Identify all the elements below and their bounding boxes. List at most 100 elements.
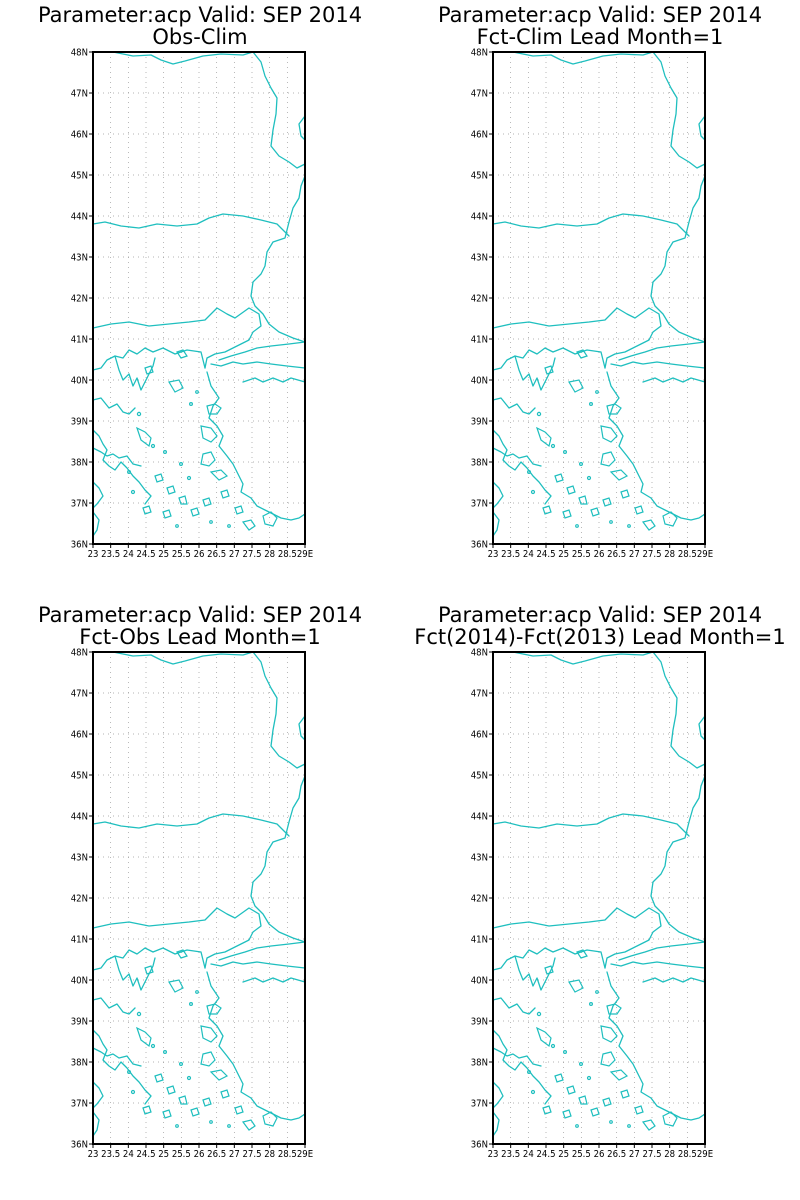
- panel-title-line1: Parameter:acp Valid: SEP 2014: [38, 603, 362, 627]
- lat-tick-label: 41N: [471, 335, 488, 346]
- lat-tick-label: 39N: [71, 1017, 88, 1028]
- lon-tick-label: 25: [158, 549, 169, 560]
- lat-tick-label: 36N: [471, 540, 488, 551]
- map-plot-area: 36N 37N 38N 39N 40N 41N 42N 43N 44N 45N 46N 47N 48N 2…: [71, 48, 313, 561]
- lat-tick-label: 38N: [471, 1058, 488, 1069]
- lon-tick-label: 25: [158, 1149, 169, 1160]
- lon-tick-label: 26: [594, 1149, 605, 1160]
- lon-tick-label: 23: [88, 549, 99, 560]
- lon-tick-label: 28: [264, 549, 275, 560]
- lat-tick-label: 48N: [471, 648, 488, 659]
- lon-tick-label: 23: [488, 1149, 499, 1160]
- lon-tick-label: 23.5: [101, 549, 120, 560]
- lat-tick-label: 40N: [71, 976, 88, 987]
- lat-tick-label: 45N: [471, 771, 488, 782]
- lat-tick-label: 46N: [71, 130, 88, 141]
- lon-tick-label: 28.5: [278, 1149, 297, 1160]
- map-gridlines: [92, 651, 306, 1145]
- lat-tick-label: 37N: [471, 1099, 488, 1110]
- lon-tick-label: 23: [88, 1149, 99, 1160]
- lat-tick-label: 36N: [471, 1140, 488, 1151]
- lon-tick-label: 28: [664, 549, 675, 560]
- lon-tick-label: 23.5: [501, 1149, 520, 1160]
- lat-tick-label: 42N: [71, 294, 88, 305]
- lat-tick-label: 38N: [71, 458, 88, 469]
- lat-tick-label: 45N: [71, 771, 88, 782]
- lon-tick-label: 28.5: [678, 549, 697, 560]
- lon-tick-label: 28: [664, 1149, 675, 1160]
- map-plot-area: 36N 37N 38N 39N 40N 41N 42N 43N 44N 45N 46N 47N 48N 2…: [471, 48, 713, 561]
- lon-tick-label: 25.5: [172, 1149, 191, 1160]
- map-plot-area: 36N 37N 38N 39N 40N 41N 42N 43N 44N 45N 46N 47N 48N 2…: [471, 648, 713, 1161]
- lat-tick-label: 48N: [71, 648, 88, 659]
- lat-tick-label: 44N: [471, 212, 488, 223]
- lat-tick-label: 39N: [71, 417, 88, 428]
- lon-tick-label: 27: [629, 1149, 640, 1160]
- lon-tick-label: 29E: [297, 549, 313, 560]
- lon-tick-label: 24.5: [136, 549, 155, 560]
- lat-tick-label: 43N: [71, 253, 88, 264]
- lon-tick-label: 26.5: [207, 549, 226, 560]
- lon-tick-label: 26: [194, 1149, 205, 1160]
- lon-tick-label: 24.5: [536, 1149, 555, 1160]
- lat-tick-label: 42N: [71, 894, 88, 905]
- coastline-layer: [92, 651, 306, 1137]
- panel-title-line2: Fct-Clim Lead Month=1: [477, 25, 724, 49]
- lon-tick-label: 24: [123, 1149, 134, 1160]
- lat-tick-label: 36N: [71, 1140, 88, 1151]
- panel-title-line1: Parameter:acp Valid: SEP 2014: [438, 3, 762, 27]
- lat-tick-label: 39N: [471, 417, 488, 428]
- lon-tick-label: 25: [558, 549, 569, 560]
- coastlines: [492, 651, 706, 1137]
- map-panel-fct-obs: Parameter:acp Valid: SEP 2014 Fct-Obs Le…: [38, 603, 362, 1160]
- lon-tick-label: 27.5: [242, 549, 261, 560]
- lat-tick-label: 48N: [471, 48, 488, 59]
- lon-tick-label: 27.5: [242, 1149, 261, 1160]
- map-plot-area: 36N 37N 38N 39N 40N 41N 42N 43N 44N 45N 46N 47N 48N 2…: [71, 648, 313, 1161]
- lat-tick-label: 45N: [471, 171, 488, 182]
- lat-tick-label: 47N: [71, 89, 88, 100]
- lon-tick-label: 29E: [697, 1149, 713, 1160]
- lon-tick-label: 26: [194, 549, 205, 560]
- lon-tick-label: 28.5: [678, 1149, 697, 1160]
- lat-tick-label: 36N: [71, 540, 88, 551]
- lon-tick-label: 23.5: [101, 1149, 120, 1160]
- coastlines: [92, 51, 306, 537]
- lat-tick-label: 38N: [71, 1058, 88, 1069]
- lat-tick-label: 44N: [471, 812, 488, 823]
- panel-title-line2: Fct(2014)-Fct(2013) Lead Month=1: [414, 625, 786, 649]
- lat-tick-label: 44N: [71, 212, 88, 223]
- lat-tick-label: 45N: [71, 171, 88, 182]
- lon-tick-label: 24: [123, 549, 134, 560]
- lat-tick-label: 43N: [471, 253, 488, 264]
- lon-tick-label: 24.5: [536, 549, 555, 560]
- lat-tick-label: 37N: [71, 1099, 88, 1110]
- coastline-layer: [92, 51, 306, 537]
- lon-tick-label: 24: [523, 1149, 534, 1160]
- lon-tick-label: 24.5: [136, 1149, 155, 1160]
- lat-tick-label: 41N: [71, 335, 88, 346]
- lon-tick-label: 27: [229, 1149, 240, 1160]
- map-panel-obs-clim: Parameter:acp Valid: SEP 2014 Obs-Clim 3…: [38, 3, 362, 560]
- lon-tick-label: 27: [229, 549, 240, 560]
- panel-title-line1: Parameter:acp Valid: SEP 2014: [438, 603, 762, 627]
- lat-tick-label: 40N: [471, 976, 488, 987]
- lon-tick-label: 27: [629, 549, 640, 560]
- lat-tick-label: 48N: [71, 48, 88, 59]
- map-panel-fct-clim: Parameter:acp Valid: SEP 2014 Fct-Clim L…: [438, 3, 762, 560]
- lat-tick-label: 38N: [471, 458, 488, 469]
- lon-tick-label: 23.5: [501, 549, 520, 560]
- lon-tick-label: 26.5: [207, 1149, 226, 1160]
- lat-tick-label: 37N: [71, 499, 88, 510]
- lon-tick-label: 28: [264, 1149, 275, 1160]
- coastline-layer: [492, 51, 706, 537]
- panel-title-line1: Parameter:acp Valid: SEP 2014: [38, 3, 362, 27]
- lat-tick-label: 43N: [71, 853, 88, 864]
- lon-tick-label: 26.5: [607, 549, 626, 560]
- lon-tick-label: 27.5: [642, 1149, 661, 1160]
- lat-tick-label: 40N: [471, 376, 488, 387]
- panel-title-line2: Obs-Clim: [152, 25, 247, 49]
- lon-tick-label: 24: [523, 549, 534, 560]
- lon-tick-label: 28.5: [278, 549, 297, 560]
